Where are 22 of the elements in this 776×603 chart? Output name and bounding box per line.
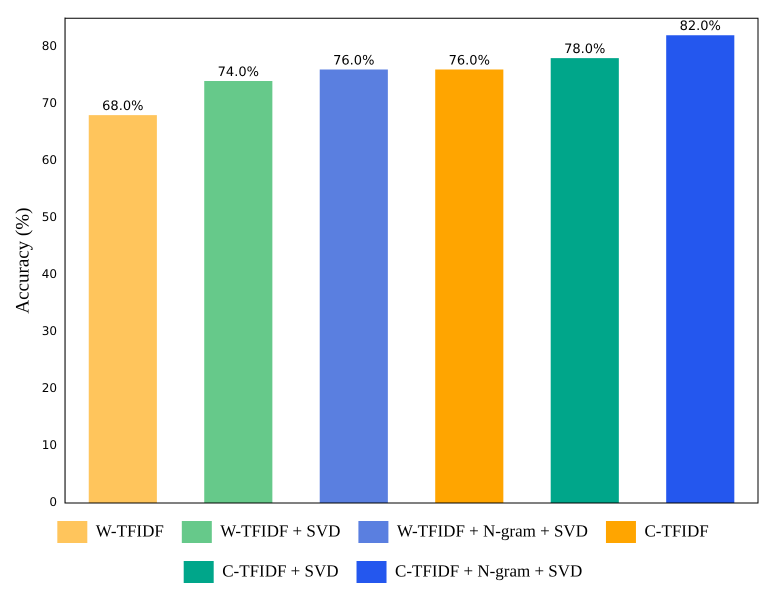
legend-label: C-TFIDF + N-gram + SVD bbox=[395, 561, 582, 580]
y-tick-label: 10 bbox=[42, 438, 58, 452]
legend-label: W-TFIDF + SVD bbox=[220, 521, 340, 540]
y-tick-label: 40 bbox=[42, 266, 58, 281]
y-tick-label: 20 bbox=[42, 381, 58, 396]
y-tick-label: 60 bbox=[42, 152, 58, 167]
y-tick-label: 70 bbox=[42, 96, 58, 110]
y-tick-label: 50 bbox=[42, 210, 58, 224]
data-label: 68.0% bbox=[102, 99, 144, 114]
legend-label: C-TFIDF bbox=[644, 521, 709, 540]
legend-label: W-TFIDF + N-gram + SVD bbox=[396, 521, 588, 540]
legend-label: C-TFIDF + SVD bbox=[222, 561, 339, 580]
y-tick-label: 80 bbox=[42, 38, 58, 53]
data-label: 74.0% bbox=[218, 64, 259, 80]
data-label: 82.0% bbox=[680, 19, 721, 34]
legend-label: W-TFIDF bbox=[96, 521, 164, 540]
data-label: 76.0% bbox=[448, 53, 490, 68]
data-label: 78.0% bbox=[564, 42, 606, 57]
y-tick-label: 0 bbox=[49, 495, 58, 510]
y-tick-label: 30 bbox=[42, 324, 58, 338]
y-axis-title: Accuracy (%) bbox=[12, 208, 34, 314]
data-label: 76.0% bbox=[333, 53, 374, 68]
